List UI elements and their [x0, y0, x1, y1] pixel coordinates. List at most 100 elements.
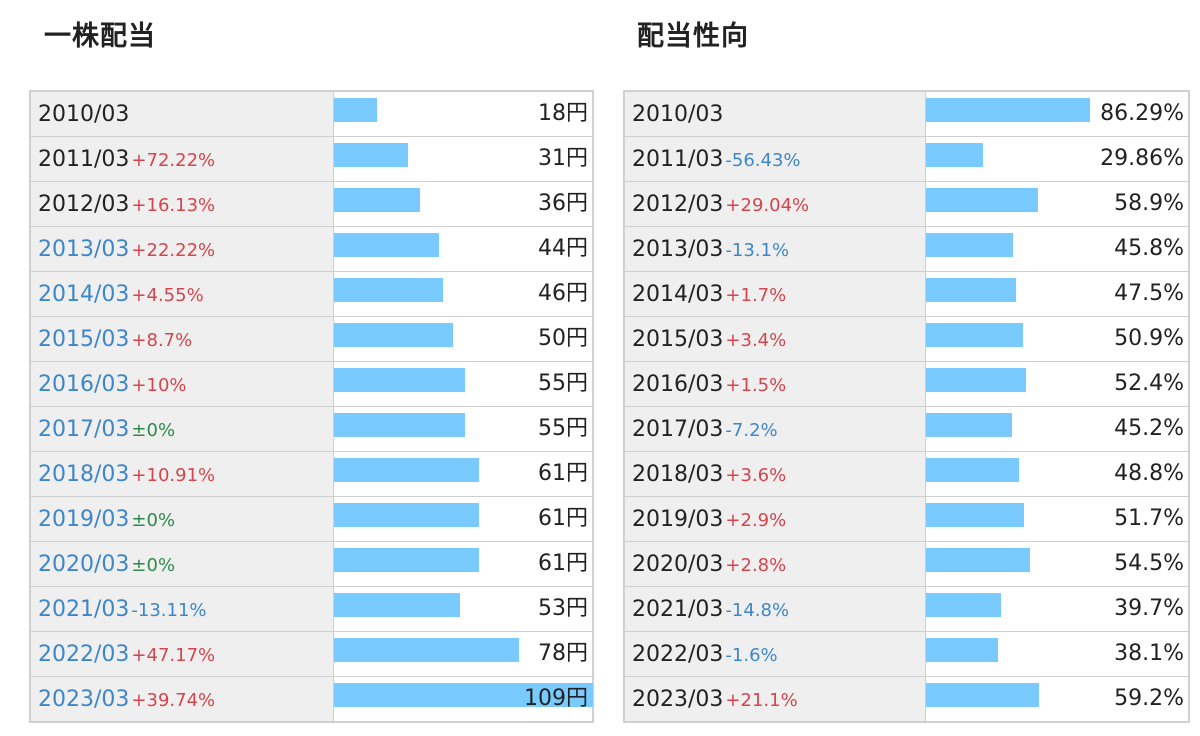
fiscal-year-label: 2014/03	[632, 281, 724, 307]
value-bar	[334, 278, 443, 302]
fiscal-year-label: 2018/03	[38, 461, 130, 487]
change-percent-label: +72.22%	[131, 149, 216, 171]
fiscal-year-label: 2012/03	[38, 191, 130, 217]
fiscal-year-label: 2010/03	[632, 101, 724, 127]
table-row: 2022/03 -1.6% 38.1%	[624, 631, 1189, 677]
row-label: 2021/03 -14.8%	[624, 586, 926, 632]
row-label: 2018/03 +10.91%	[30, 451, 334, 497]
value-label: 50.9%	[1114, 326, 1184, 351]
change-percent-label: +10%	[131, 374, 187, 396]
value-label: 47.5%	[1114, 281, 1184, 306]
fiscal-year-label: 2017/03	[632, 416, 724, 442]
value-label: 29.86%	[1100, 146, 1184, 171]
fiscal-year-label: 2010/03	[38, 101, 130, 127]
row-label: 2013/03 -13.1%	[624, 226, 926, 272]
bar-cell: 59.2%	[925, 676, 1189, 722]
row-label: 2011/03 -56.43%	[624, 136, 926, 182]
fiscal-year-label: 2020/03	[38, 551, 130, 577]
value-bar	[334, 413, 465, 437]
value-label: 39.7%	[1114, 596, 1184, 621]
table-row: 2021/03 -14.8% 39.7%	[624, 586, 1189, 632]
table-row: 2010/03 18円	[30, 91, 593, 137]
row-label: 2021/03 -13.11%	[30, 586, 334, 632]
table-row: 2016/03 +1.5% 52.4%	[624, 361, 1189, 407]
bar-cell: 78円	[333, 631, 593, 677]
value-bar	[926, 683, 1039, 707]
bar-cell: 29.86%	[925, 136, 1189, 182]
fiscal-year-label: 2016/03	[38, 371, 130, 397]
bar-cell: 54.5%	[925, 541, 1189, 587]
table-row: 2013/03 +22.22% 44円	[30, 226, 593, 272]
value-bar	[334, 368, 465, 392]
table-row: 2011/03 -56.43% 29.86%	[624, 136, 1189, 182]
table-row: 2017/03 -7.2% 45.2%	[624, 406, 1189, 452]
bar-cell: 53円	[333, 586, 593, 632]
value-bar	[334, 323, 453, 347]
value-label: 53円	[538, 596, 588, 621]
row-label: 2015/03 +8.7%	[30, 316, 334, 362]
value-bar	[926, 323, 1023, 347]
row-label: 2011/03 +72.22%	[30, 136, 334, 182]
change-percent-label: -13.1%	[725, 239, 790, 261]
change-percent-label: +2.8%	[725, 554, 787, 576]
row-label: 2014/03 +4.55%	[30, 271, 334, 317]
change-percent-label: +39.74%	[131, 689, 216, 711]
bar-cell: 48.8%	[925, 451, 1189, 497]
change-percent-label: +3.6%	[725, 464, 787, 486]
bar-cell: 51.7%	[925, 496, 1189, 542]
value-bar	[926, 143, 983, 167]
fiscal-year-label: 2013/03	[38, 236, 130, 262]
table-row: 2013/03 -13.1% 45.8%	[624, 226, 1189, 272]
table-row: 2010/03 86.29%	[624, 91, 1189, 137]
dividend-table: 2010/03 18円 2011/03 +72.22% 31円 2012/03 +16.13…	[29, 90, 594, 723]
value-label: 61円	[538, 461, 588, 486]
value-label: 54.5%	[1114, 551, 1184, 576]
value-label: 50円	[538, 326, 588, 351]
change-percent-label: ±0%	[131, 509, 176, 531]
value-label: 61円	[538, 506, 588, 531]
bar-cell: 55円	[333, 361, 593, 407]
fiscal-year-label: 2022/03	[38, 641, 130, 667]
row-label: 2023/03 +39.74%	[30, 676, 334, 722]
value-label: 44円	[538, 236, 588, 261]
value-bar	[334, 458, 479, 482]
row-label: 2017/03 -7.2%	[624, 406, 926, 452]
change-percent-label: -7.2%	[725, 419, 778, 441]
fiscal-year-label: 2013/03	[632, 236, 724, 262]
value-bar	[926, 188, 1038, 212]
table-row: 2023/03 +39.74% 109円	[30, 676, 593, 722]
table-row: 2012/03 +29.04% 58.9%	[624, 181, 1189, 227]
change-percent-label: +29.04%	[725, 194, 810, 216]
fiscal-year-label: 2019/03	[632, 506, 724, 532]
row-label: 2010/03	[30, 91, 334, 137]
table-row: 2018/03 +10.91% 61円	[30, 451, 593, 497]
payout-table: 2010/03 86.29% 2011/03 -56.43% 29.86% 2012/03…	[623, 90, 1190, 723]
change-percent-label: +3.4%	[725, 329, 787, 351]
row-label: 2013/03 +22.22%	[30, 226, 334, 272]
value-bar	[334, 188, 420, 212]
table-row: 2012/03 +16.13% 36円	[30, 181, 593, 227]
row-label: 2017/03 ±0%	[30, 406, 334, 452]
row-label: 2012/03 +16.13%	[30, 181, 334, 227]
table-row: 2019/03 ±0% 61円	[30, 496, 593, 542]
value-bar	[926, 368, 1026, 392]
table-row: 2021/03 -13.11% 53円	[30, 586, 593, 632]
change-percent-label: +22.22%	[131, 239, 216, 261]
row-label: 2015/03 +3.4%	[624, 316, 926, 362]
table-row: 2022/03 +47.17% 78円	[30, 631, 593, 677]
value-bar	[334, 683, 593, 707]
value-label: 48.8%	[1114, 461, 1184, 486]
value-bar	[334, 593, 460, 617]
value-label: 55円	[538, 371, 588, 396]
value-label: 86.29%	[1100, 101, 1184, 126]
fiscal-year-label: 2011/03	[632, 146, 724, 172]
fiscal-year-label: 2012/03	[632, 191, 724, 217]
fiscal-year-label: 2021/03	[38, 596, 130, 622]
value-label: 38.1%	[1114, 641, 1184, 666]
value-bar	[334, 233, 439, 257]
row-label: 2023/03 +21.1%	[624, 676, 926, 722]
fiscal-year-label: 2018/03	[632, 461, 724, 487]
bar-cell: 36円	[333, 181, 593, 227]
row-label: 2020/03 ±0%	[30, 541, 334, 587]
value-bar	[334, 548, 479, 572]
